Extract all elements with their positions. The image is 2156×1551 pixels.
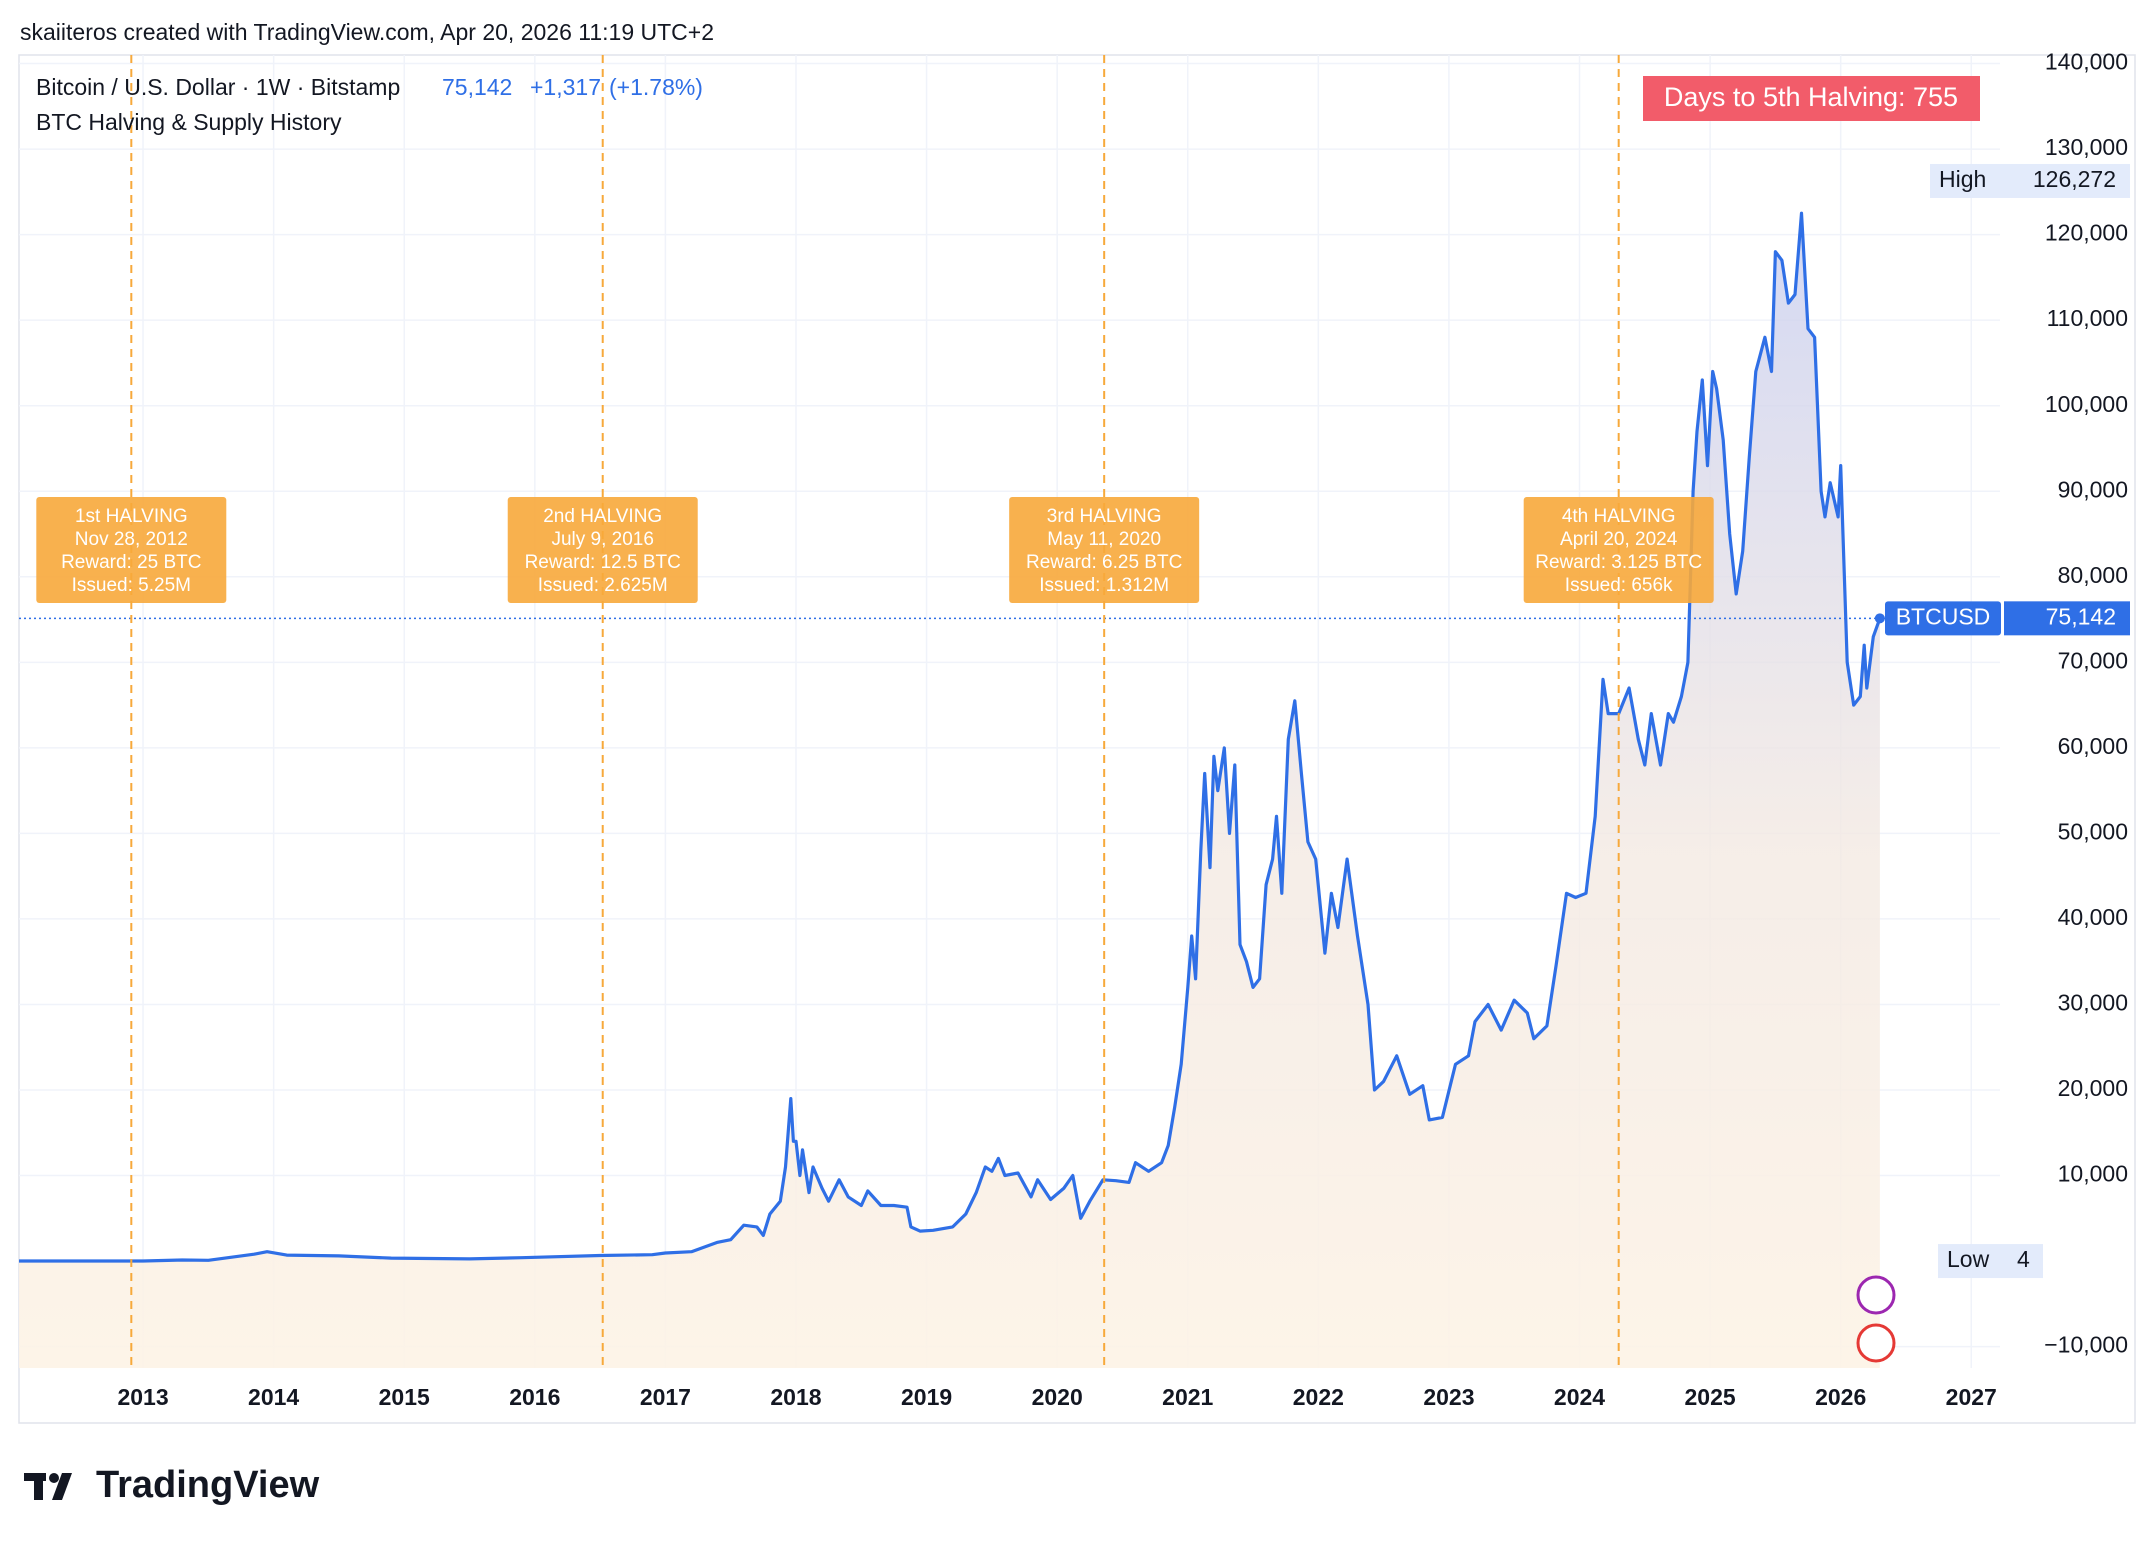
symbol-label: BTCUSD <box>1896 603 1991 629</box>
x-tick-label: 2021 <box>1162 1384 1213 1410</box>
last-price: 75,142 <box>442 74 512 100</box>
y-tick-label: 110,000 <box>2047 305 2128 331</box>
x-tick-label: 2017 <box>640 1384 691 1410</box>
ideas-icon[interactable] <box>1856 1275 1896 1315</box>
x-tick-label: 2019 <box>901 1384 952 1410</box>
x-tick-label: 2024 <box>1554 1384 1605 1410</box>
x-tick-label: 2025 <box>1685 1384 1736 1410</box>
halving-text: Nov 28, 2012 <box>75 529 188 550</box>
y-tick-label: 90,000 <box>2058 476 2128 502</box>
high-text: High <box>1939 166 1986 192</box>
y-tick-label: 80,000 <box>2058 562 2128 588</box>
high-value: 126,272 <box>2033 166 2116 192</box>
y-tick-label: 40,000 <box>2058 904 2128 930</box>
x-tick-label: 2020 <box>1032 1384 1083 1410</box>
chart-frame <box>18 54 2136 1424</box>
logo-shape <box>49 1473 59 1483</box>
low-box <box>1938 1244 2043 1279</box>
halving-text: Reward: 3.125 BTC <box>1535 552 1702 573</box>
y-tick-label: 60,000 <box>2058 733 2128 759</box>
y-tick-label: 50,000 <box>2058 818 2128 844</box>
x-tick-label: 2016 <box>509 1384 560 1410</box>
halving-text: Issued: 1.312M <box>1039 575 1169 596</box>
logo-shape <box>34 1473 43 1500</box>
halving-box <box>1009 497 1200 603</box>
x-tick-label: 2014 <box>248 1384 299 1410</box>
x-tick-label: 2022 <box>1293 1384 1344 1410</box>
last-price-box <box>2004 601 2130 636</box>
low-value: 4 <box>2017 1246 2030 1272</box>
halving-text: July 9, 2016 <box>551 529 653 550</box>
symbol-box <box>1885 601 2001 636</box>
attribution: skaiiteros created with TradingView.com,… <box>20 19 714 45</box>
events-icon[interactable] <box>1856 1323 1896 1363</box>
halving-box <box>36 497 227 603</box>
halving-text: Reward: 12.5 BTC <box>525 552 681 573</box>
y-tick-label: 20,000 <box>2058 1075 2128 1101</box>
halving-text: Reward: 6.25 BTC <box>1026 552 1182 573</box>
halving-text: 3rd HALVING <box>1047 506 1162 527</box>
halving-text: Reward: 25 BTC <box>61 552 201 573</box>
y-tick-label: 140,000 <box>2045 49 2128 75</box>
low-text: Low <box>1947 1246 1990 1272</box>
y-tick-label: 100,000 <box>2045 391 2128 417</box>
logo-text: TradingView <box>96 1464 320 1506</box>
symbol-title: Bitcoin / U.S. Dollar · 1W · Bitstamp <box>36 74 400 100</box>
y-tick-label: 120,000 <box>2045 220 2128 246</box>
price-line <box>19 211 1882 1263</box>
halving-text: Issued: 2.625M <box>538 575 668 596</box>
halving-text: Issued: 656k <box>1565 575 1673 596</box>
price-change: +1,317 <box>530 74 601 100</box>
halving-text: May 11, 2020 <box>1047 529 1161 550</box>
logo: TradingView <box>24 1464 320 1506</box>
x-tick-label: 2015 <box>379 1384 430 1410</box>
halving-text: 4th HALVING <box>1562 506 1676 527</box>
halving-box <box>1523 497 1714 603</box>
y-tick-label: 130,000 <box>2045 134 2128 160</box>
halving-text: Issued: 5.25M <box>72 575 191 596</box>
x-tick-label: 2023 <box>1423 1384 1474 1410</box>
countdown-box <box>1643 76 1980 121</box>
halving-text: 2nd HALVING <box>543 506 662 527</box>
y-tick-label: −10,000 <box>2044 1332 2128 1358</box>
x-tick-label: 2027 <box>1946 1384 1997 1410</box>
y-tick-label: 70,000 <box>2058 647 2128 673</box>
price-change-pct: (+1.78%) <box>609 74 703 100</box>
halving-text: April 20, 2024 <box>1560 529 1678 550</box>
halving-box <box>507 497 698 603</box>
y-tick-label: 30,000 <box>2058 990 2128 1016</box>
area <box>19 213 1880 1369</box>
halving-text: 1st HALVING <box>75 506 188 527</box>
x-tick-label: 2018 <box>770 1384 821 1410</box>
x-tick-label: 2026 <box>1815 1384 1866 1410</box>
high-box <box>1930 163 2130 198</box>
countdown: Days to 5th Halving: 755 <box>1664 82 1958 112</box>
logo-shape <box>52 1473 72 1500</box>
last-price-label: 75,142 <box>2046 603 2116 629</box>
x-tick-label: 2013 <box>117 1384 168 1410</box>
study-title: BTC Halving & Supply History <box>36 109 342 135</box>
y-tick-label: 10,000 <box>2058 1161 2128 1187</box>
